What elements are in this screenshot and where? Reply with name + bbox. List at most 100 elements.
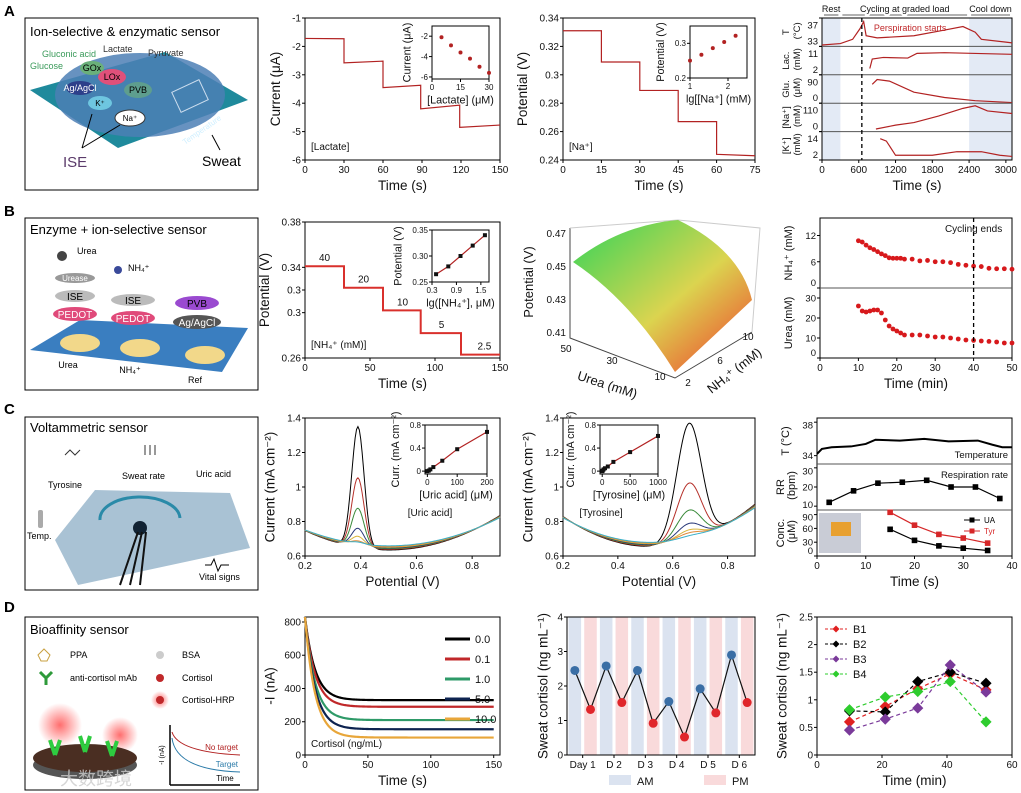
data-point	[994, 266, 1000, 272]
y-tick-label: 30	[802, 538, 813, 549]
data-point	[733, 33, 738, 38]
x-axis-label: Potential (V)	[622, 574, 696, 589]
x-tick-label: 150	[492, 363, 509, 374]
y-tick-label: 6	[811, 257, 816, 268]
y-tick-label: 2	[813, 150, 818, 161]
legend-label: Tyr	[984, 527, 995, 536]
y-axis-label: [Na⁺] (mM)	[781, 105, 803, 130]
background-band-am	[631, 617, 644, 755]
phase-label: Cool down	[969, 4, 1012, 14]
data-point	[826, 499, 832, 506]
panel-letter-d: D	[4, 599, 15, 616]
label-pvb: PVB	[129, 85, 147, 95]
x-tick-label: 0.2	[556, 561, 570, 572]
no-target-curve	[171, 731, 241, 756]
x-tick-label: 0.6	[409, 561, 423, 572]
data-point	[912, 675, 924, 688]
x-tick-label: D 3	[638, 760, 654, 771]
label-lox: LOx	[104, 72, 121, 82]
plot-frame	[304, 616, 501, 756]
y-tick-label: -6	[421, 73, 429, 82]
y-tick-label: 0.6	[287, 552, 301, 563]
y-axis-label: Current (mA cm⁻²)	[263, 432, 278, 543]
data-point	[859, 308, 865, 314]
x-axis-label: Time (s)	[890, 574, 939, 589]
background-band-pm	[740, 617, 754, 755]
data-point	[890, 326, 896, 332]
data-point	[1001, 266, 1007, 272]
step-label: 5	[439, 320, 445, 331]
y-axis-label: T (°C)	[781, 22, 803, 42]
legend-swatch	[704, 775, 726, 785]
y-tick-label: -6	[292, 156, 301, 167]
data-point	[431, 465, 436, 470]
y-tick-label: 37	[807, 21, 818, 32]
data-point	[894, 255, 900, 261]
y-tick-label: 0.35	[412, 226, 428, 235]
x-tick-label: 40	[941, 760, 953, 771]
label-pyruvate: Pyruvate	[148, 48, 184, 58]
data-point	[482, 233, 487, 238]
background-band-am	[599, 617, 613, 755]
y-tick-label: 0.25	[412, 278, 428, 287]
step-label: 10	[397, 297, 409, 308]
x-tick-label: 2400	[958, 165, 981, 176]
series-line-potential	[563, 30, 756, 157]
y-tick-label: 0.6	[545, 552, 559, 563]
pvb-electrode	[124, 82, 152, 98]
antibody-icon	[38, 670, 54, 685]
label-lactate: Lactate	[103, 44, 133, 54]
data-point	[856, 238, 861, 244]
y-tick-label: 0	[417, 467, 422, 476]
label-agagcl: Ag/AgCl	[179, 318, 216, 329]
x-tick-label: 150	[485, 760, 502, 771]
panel-letter-c: C	[4, 401, 15, 418]
x-axis-label: Time (s)	[378, 178, 427, 193]
data-point	[909, 256, 915, 262]
x-tick-label: 40	[968, 363, 980, 374]
data-point	[948, 484, 954, 490]
x-tick-label: 20	[909, 561, 921, 572]
y-tick-label: 110	[803, 106, 818, 117]
series-line-0.1	[303, 616, 494, 708]
data-point	[664, 697, 674, 707]
x-tick-label: 10	[853, 363, 865, 374]
data-point	[586, 704, 595, 714]
background-band-pm	[678, 617, 691, 755]
y-tick-label: -3	[292, 70, 301, 81]
x-tick-label: 0	[600, 478, 605, 487]
y-tick-label: 1.5	[799, 668, 813, 679]
chart-annotation: Perspiration starts	[874, 23, 947, 33]
ise-arrow	[81, 113, 93, 149]
y-tick-label: 0.30	[412, 252, 428, 261]
data-point	[605, 464, 610, 469]
axis-lines	[569, 228, 753, 379]
data-point	[871, 307, 877, 313]
data-point	[898, 330, 904, 336]
legend-label: 5.0	[475, 694, 490, 706]
y-tick-label: 1	[295, 483, 301, 494]
molecule-icons	[64, 445, 156, 456]
label-no-target: No target	[205, 743, 239, 752]
y-tick-label: 11	[808, 49, 818, 60]
y-tick-label: -2	[421, 32, 429, 41]
data-point	[477, 64, 482, 69]
data-point	[955, 336, 961, 342]
label-current: -I (nA)	[159, 745, 166, 764]
y-tick-label: 33	[807, 36, 818, 47]
x-tick-label: 30	[634, 165, 646, 176]
signal-glow	[38, 703, 82, 747]
schematic-title: Voltammetric sensor	[30, 420, 148, 435]
bounding-box	[569, 219, 761, 333]
y-tick-label: 10	[802, 500, 813, 511]
data-point	[911, 522, 918, 528]
schematic-ion-selective-enzymatic: Ion-selective & enzymatic sensor Gluconi…	[24, 17, 259, 191]
data-point	[633, 665, 642, 675]
z-tick-label: 0.47	[547, 229, 567, 240]
data-point	[859, 239, 865, 245]
y-tick-label: 1.4	[287, 414, 301, 425]
nh4-molecule-icon	[114, 266, 122, 274]
x-tick-label: 0	[302, 363, 308, 374]
data-point	[458, 254, 463, 258]
x-tick-label: D 6	[732, 760, 748, 771]
